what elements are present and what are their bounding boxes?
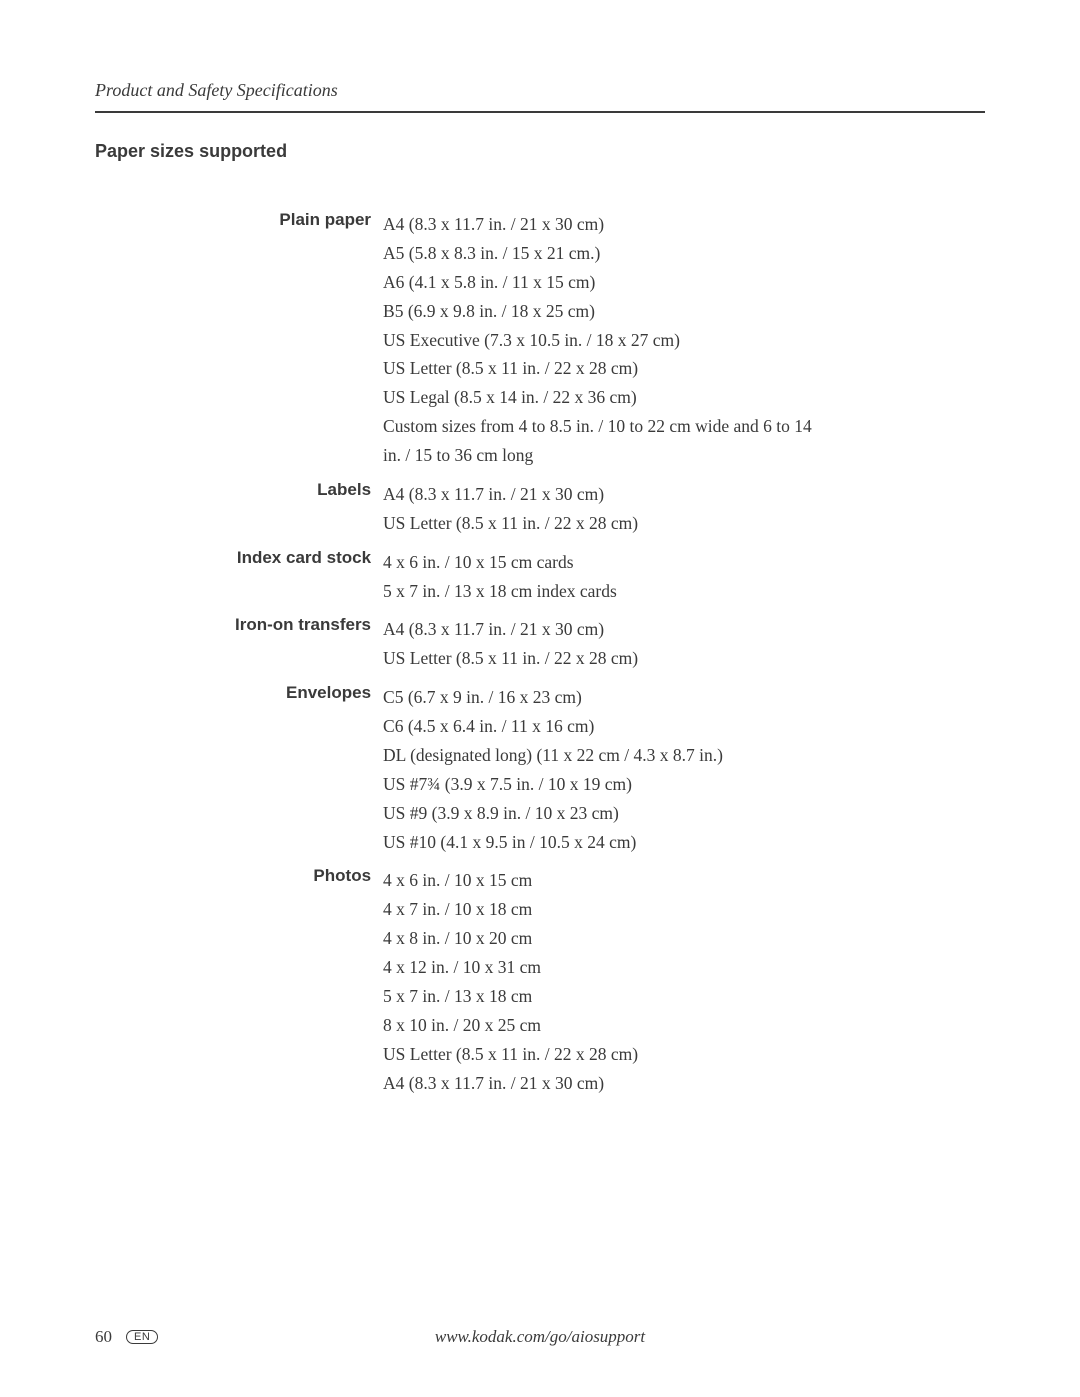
spec-label: Iron-on transfers: [235, 615, 383, 683]
spec-value: C5 (6.7 x 9 in. / 16 x 23 cm): [383, 683, 823, 712]
spec-value: 4 x 8 in. / 10 x 20 cm: [383, 924, 823, 953]
spec-row: Index card stock4 x 6 in. / 10 x 15 cm c…: [235, 548, 823, 616]
spec-value: 4 x 6 in. / 10 x 15 cm: [383, 866, 823, 895]
spec-value: US #7¾ (3.9 x 7.5 in. / 10 x 19 cm): [383, 770, 823, 799]
spec-values: A4 (8.3 x 11.7 in. / 21 x 30 cm)US Lette…: [383, 615, 823, 683]
spec-values: A4 (8.3 x 11.7 in. / 21 x 30 cm)A5 (5.8 …: [383, 210, 823, 480]
spec-value: US Letter (8.5 x 11 in. / 22 x 28 cm): [383, 354, 823, 383]
spec-value: US Executive (7.3 x 10.5 in. / 18 x 27 c…: [383, 326, 823, 355]
page: Product and Safety Specifications Paper …: [0, 0, 1080, 1157]
spec-value: B5 (6.9 x 9.8 in. / 18 x 25 cm): [383, 297, 823, 326]
spec-value: US #9 (3.9 x 8.9 in. / 10 x 23 cm): [383, 799, 823, 828]
spec-value: C6 (4.5 x 6.4 in. / 11 x 16 cm): [383, 712, 823, 741]
spec-row: Photos4 x 6 in. / 10 x 15 cm4 x 7 in. / …: [235, 866, 823, 1107]
spec-value: A5 (5.8 x 8.3 in. / 15 x 21 cm.): [383, 239, 823, 268]
spec-label: Photos: [235, 866, 383, 1107]
running-head: Product and Safety Specifications: [95, 80, 985, 113]
spec-value: US Legal (8.5 x 14 in. / 22 x 36 cm): [383, 383, 823, 412]
spec-row: Iron-on transfersA4 (8.3 x 11.7 in. / 21…: [235, 615, 823, 683]
page-footer: 60 EN www.kodak.com/go/aiosupport: [95, 1327, 985, 1347]
spec-values: A4 (8.3 x 11.7 in. / 21 x 30 cm)US Lette…: [383, 480, 823, 548]
spec-values: 4 x 6 in. / 10 x 15 cm cards5 x 7 in. / …: [383, 548, 823, 616]
spec-value: 8 x 10 in. / 20 x 25 cm: [383, 1011, 823, 1040]
spec-label: Plain paper: [235, 210, 383, 480]
spec-value: A4 (8.3 x 11.7 in. / 21 x 30 cm): [383, 210, 823, 239]
spec-label: Labels: [235, 480, 383, 548]
spec-row: EnvelopesC5 (6.7 x 9 in. / 16 x 23 cm)C6…: [235, 683, 823, 866]
section-title: Paper sizes supported: [95, 141, 985, 162]
language-badge: EN: [126, 1330, 158, 1344]
spec-value: 4 x 6 in. / 10 x 15 cm cards: [383, 548, 823, 577]
spec-row: Plain paperA4 (8.3 x 11.7 in. / 21 x 30 …: [235, 210, 823, 480]
page-number: 60: [95, 1327, 112, 1347]
footer-url: www.kodak.com/go/aiosupport: [435, 1327, 645, 1347]
spec-value: 5 x 7 in. / 13 x 18 cm: [383, 982, 823, 1011]
spec-table: Plain paperA4 (8.3 x 11.7 in. / 21 x 30 …: [235, 210, 823, 1107]
spec-row: LabelsA4 (8.3 x 11.7 in. / 21 x 30 cm)US…: [235, 480, 823, 548]
spec-value: 4 x 7 in. / 10 x 18 cm: [383, 895, 823, 924]
spec-value: US Letter (8.5 x 11 in. / 22 x 28 cm): [383, 644, 823, 673]
spec-value: A4 (8.3 x 11.7 in. / 21 x 30 cm): [383, 1069, 823, 1098]
spec-value: DL (designated long) (11 x 22 cm / 4.3 x…: [383, 741, 823, 770]
spec-value: US Letter (8.5 x 11 in. / 22 x 28 cm): [383, 509, 823, 538]
spec-value: Custom sizes from 4 to 8.5 in. / 10 to 2…: [383, 412, 823, 470]
spec-value: A4 (8.3 x 11.7 in. / 21 x 30 cm): [383, 480, 823, 509]
spec-value: US #10 (4.1 x 9.5 in / 10.5 x 24 cm): [383, 828, 823, 857]
spec-value: 5 x 7 in. / 13 x 18 cm index cards: [383, 577, 823, 606]
spec-value: US Letter (8.5 x 11 in. / 22 x 28 cm): [383, 1040, 823, 1069]
spec-label: Envelopes: [235, 683, 383, 866]
spec-value: 4 x 12 in. / 10 x 31 cm: [383, 953, 823, 982]
spec-value: A4 (8.3 x 11.7 in. / 21 x 30 cm): [383, 615, 823, 644]
spec-value: A6 (4.1 x 5.8 in. / 11 x 15 cm): [383, 268, 823, 297]
spec-label: Index card stock: [235, 548, 383, 616]
spec-values: C5 (6.7 x 9 in. / 16 x 23 cm)C6 (4.5 x 6…: [383, 683, 823, 866]
spec-values: 4 x 6 in. / 10 x 15 cm4 x 7 in. / 10 x 1…: [383, 866, 823, 1107]
